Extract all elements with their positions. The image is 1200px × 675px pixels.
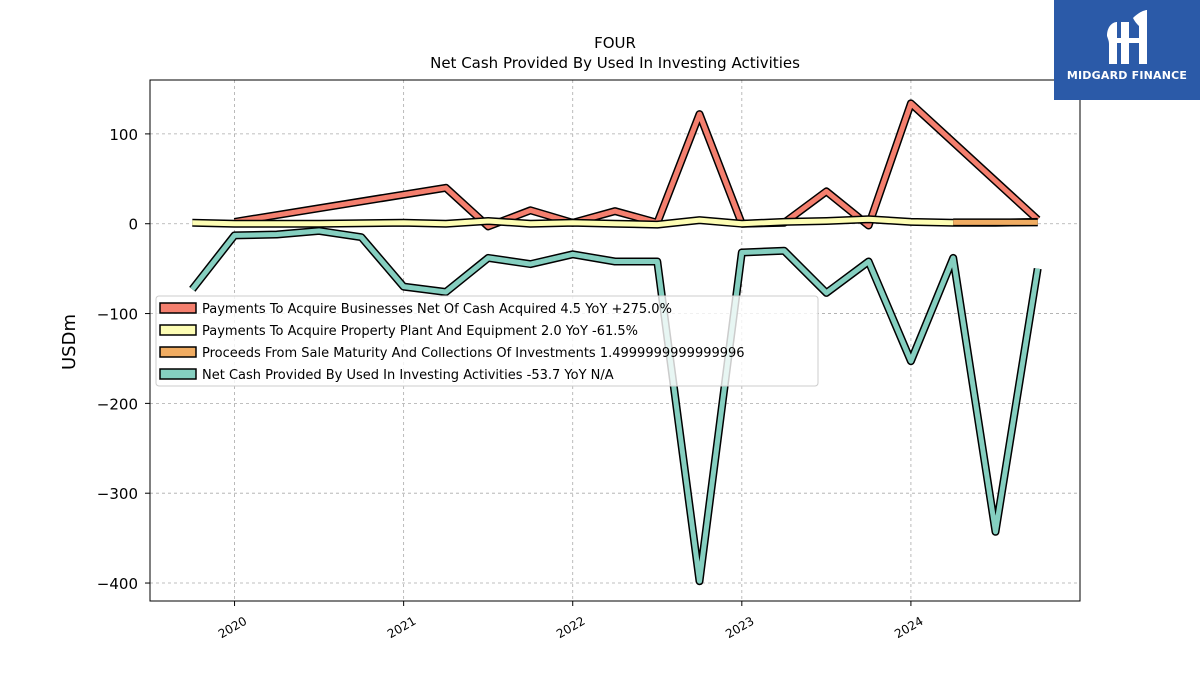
series-1 bbox=[233, 99, 1041, 231]
series-2 bbox=[192, 215, 1038, 229]
y-tick-label: −100 bbox=[97, 306, 138, 324]
y-tick-label: 100 bbox=[109, 126, 138, 144]
series-4 bbox=[189, 226, 1042, 586]
y-tick-label: 0 bbox=[128, 216, 138, 234]
series-line bbox=[192, 216, 1038, 228]
series-line-outline bbox=[233, 99, 1041, 231]
y-tick-label: −400 bbox=[97, 575, 138, 593]
plot-area bbox=[149, 79, 1081, 602]
legend: Payments To Acquire Businesses Net Of Ca… bbox=[155, 295, 819, 387]
y-tick-label: −200 bbox=[97, 395, 138, 413]
legend-swatch bbox=[159, 302, 197, 314]
y-axis-label: USDm bbox=[59, 314, 80, 370]
x-tick-label: 2024 bbox=[892, 614, 925, 641]
series-line bbox=[234, 100, 1040, 229]
x-tick-label: 2021 bbox=[385, 614, 418, 641]
y-tick-label: −300 bbox=[97, 485, 138, 503]
logo-mark-icon bbox=[1107, 10, 1147, 64]
chart-subtitle: Net Cash Provided By Used In Investing A… bbox=[430, 54, 800, 72]
legend-entry: Net Cash Provided By Used In Investing A… bbox=[202, 368, 614, 383]
x-tick-label: 2022 bbox=[554, 614, 587, 641]
chart-title: FOUR bbox=[594, 34, 636, 52]
logo-text: MIDGARD FINANCE bbox=[1066, 69, 1188, 82]
legend-box bbox=[155, 295, 819, 387]
x-tick-label: 2020 bbox=[216, 614, 249, 641]
legend-swatch bbox=[159, 346, 197, 358]
legend-entry: Proceeds From Sale Maturity And Collecti… bbox=[202, 346, 745, 361]
series-line bbox=[190, 228, 1041, 584]
legend-entry: Payments To Acquire Property Plant And E… bbox=[202, 324, 638, 339]
legend-entry: Payments To Acquire Businesses Net Of Ca… bbox=[202, 302, 672, 317]
legend-swatch bbox=[159, 368, 197, 380]
legend-swatch bbox=[159, 324, 197, 336]
x-tick-label: 2023 bbox=[723, 614, 756, 641]
midgard-finance-logo: MIDGARD FINANCE bbox=[1054, 0, 1200, 100]
series-layer bbox=[189, 99, 1042, 586]
